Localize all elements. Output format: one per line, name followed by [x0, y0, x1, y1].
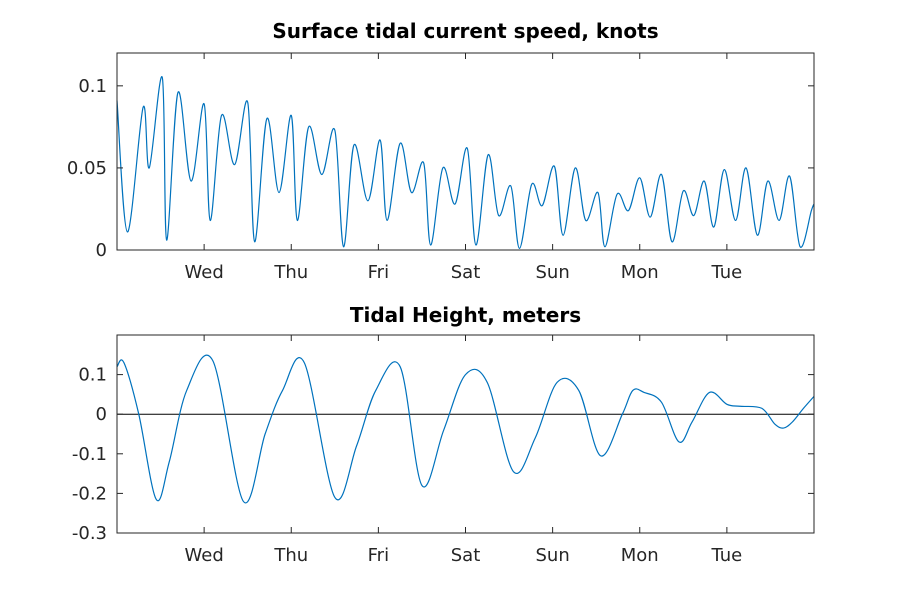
x-tick-label: Sun: [536, 262, 570, 283]
current-speed-panel: Surface tidal current speed, knots Wed Thu…: [67, 19, 815, 283]
y-tick-label: 0.1: [78, 76, 107, 97]
x-tick-label: Thu: [273, 545, 308, 566]
y-tick-label: -0.1: [72, 444, 107, 465]
series-line: [116, 76, 815, 249]
tidal-height-panel: Tidal Height, meters Wed Thu Fri Sat Sun Mon Tu…: [72, 303, 815, 566]
x-tick-label: Mon: [621, 545, 659, 566]
y-tick-label: -0.3: [72, 523, 107, 544]
x-tick-label: Fri: [368, 545, 389, 566]
x-tick-label: Thu: [273, 262, 308, 283]
series-line: [116, 354, 815, 504]
x-tick-label: Sun: [536, 545, 570, 566]
x-tick-label: Tue: [711, 545, 743, 566]
y-tick-label: 0: [96, 404, 107, 425]
x-tick-label: Wed: [185, 262, 224, 283]
y-tick-label: 0.1: [78, 365, 107, 386]
chart-title: Tidal Height, meters: [350, 303, 581, 327]
y-tick-label: 0: [96, 240, 107, 261]
y-tick-label: 0.05: [67, 158, 107, 179]
y-tick-label: -0.2: [72, 483, 107, 504]
x-tick-label: Wed: [185, 545, 224, 566]
x-tick-label: Fri: [368, 262, 389, 283]
axes-box: [116, 334, 815, 534]
x-tick-label: Tue: [711, 262, 743, 283]
x-tick-label: Sat: [451, 262, 481, 283]
x-tick-label: Sat: [451, 545, 481, 566]
chart-title: Surface tidal current speed, knots: [272, 19, 658, 43]
x-tick-label: Mon: [621, 262, 659, 283]
